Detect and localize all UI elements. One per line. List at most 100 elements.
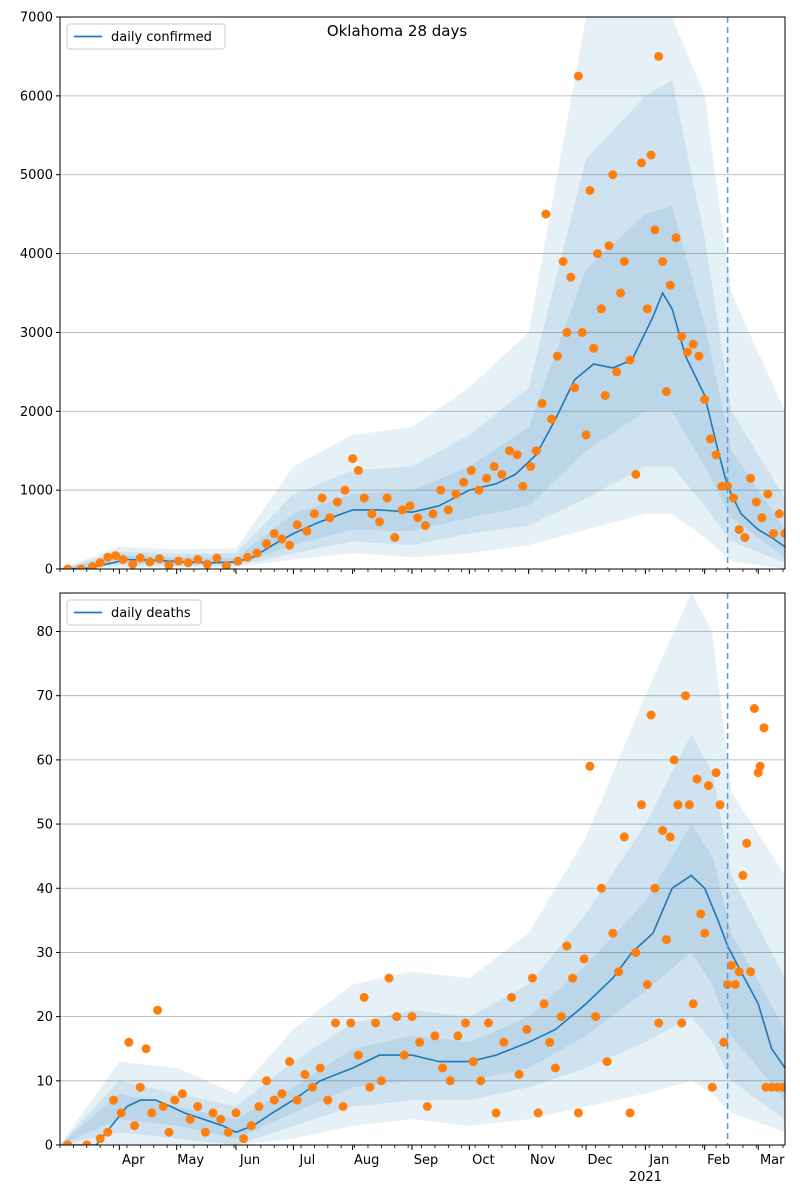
data-point [331,1018,340,1028]
data-point [614,967,624,977]
data-point [671,233,681,243]
data-point [269,1095,279,1105]
data-point [399,1050,409,1060]
data-point [545,1037,555,1047]
y-tick-label: 0 [45,1139,53,1154]
data-point [153,1005,163,1015]
data-point [608,170,618,180]
data-point [751,497,761,507]
data-point [302,526,312,536]
confirmed-chart-panel: 0 1000 2000 3000 4000 5000 6000 7000 Oklahoma 28… [20,11,786,578]
data-point [596,304,606,314]
x-tick-label: May [177,1153,204,1168]
data-point [130,1121,140,1131]
data-point [681,691,690,701]
data-point [573,1108,583,1118]
data-point [602,1057,612,1067]
data-point [491,1108,501,1118]
x-tick-label: Apr [122,1153,145,1168]
data-point [309,509,319,519]
data-point [642,304,652,314]
x-tick-label: Feb [707,1153,730,1168]
data-point [269,529,279,538]
data-point [170,1095,180,1105]
data-point [707,1082,717,1092]
data-point [415,1037,425,1047]
data-point [757,513,767,523]
data-point [285,540,295,550]
data-point [82,1140,92,1145]
y-tick-label: 5000 [20,168,53,183]
data-point [392,1012,402,1022]
data-point [164,560,174,569]
data-point [728,493,738,503]
series-line-daily-deaths [60,874,785,1145]
data-point [537,398,547,408]
data-point [526,462,536,471]
data-point [738,870,748,880]
data-point [616,288,625,298]
data-point [692,774,702,784]
data-point [654,51,664,61]
data-point [243,552,252,562]
data-point [573,71,583,81]
data-point [124,1037,134,1047]
data-point [673,800,683,810]
data-point [252,548,262,558]
data-point [654,1018,664,1028]
x-tick-label: Mar [760,1153,785,1168]
data-point [625,1108,635,1118]
data-point [631,947,641,957]
data-point [338,1102,348,1111]
x-tick-label: Jan [648,1153,669,1168]
data-point [164,1127,174,1137]
data-point [202,559,212,569]
x-tick-label: Dec [587,1153,612,1168]
data-point [759,723,769,733]
data-point [315,1063,325,1073]
data-point [581,430,591,440]
data-point [348,454,358,464]
data-point [505,446,514,456]
data-point [193,1102,203,1111]
data-point [577,327,587,337]
data-point [367,509,377,519]
data-point [76,564,86,569]
data-point [185,1114,195,1124]
uncertainty-band-2 [60,734,785,1145]
y-tick-label: 2000 [20,405,53,420]
data-point [135,1082,145,1092]
data-point [734,967,744,977]
data-point [619,257,629,266]
uncertainty-band-1 [60,17,785,569]
legend: daily deaths [66,599,202,626]
data-point [742,838,752,848]
uncertainty-band-1 [60,593,785,1145]
data-point [642,980,652,989]
plot-frame [59,16,786,570]
data-point [677,331,687,341]
data-point [730,980,740,989]
data-point [390,533,400,542]
data-point [453,1031,463,1041]
data-point [208,1108,218,1118]
data-point [193,555,203,564]
legend: daily confirmed [66,23,226,50]
data-point [323,1095,333,1105]
data-point [292,1095,302,1105]
data-point [141,1044,151,1054]
data-point [700,928,710,938]
data-point [95,558,105,568]
legend-label: daily confirmed [111,30,212,45]
data-point [407,1012,417,1022]
data-point [665,832,675,842]
data-point [317,493,327,503]
data-point [608,928,618,938]
data-point [239,1134,249,1144]
plot-area [60,593,785,1145]
data-point [103,552,113,562]
data-point [531,446,541,456]
data-point [63,1140,73,1145]
